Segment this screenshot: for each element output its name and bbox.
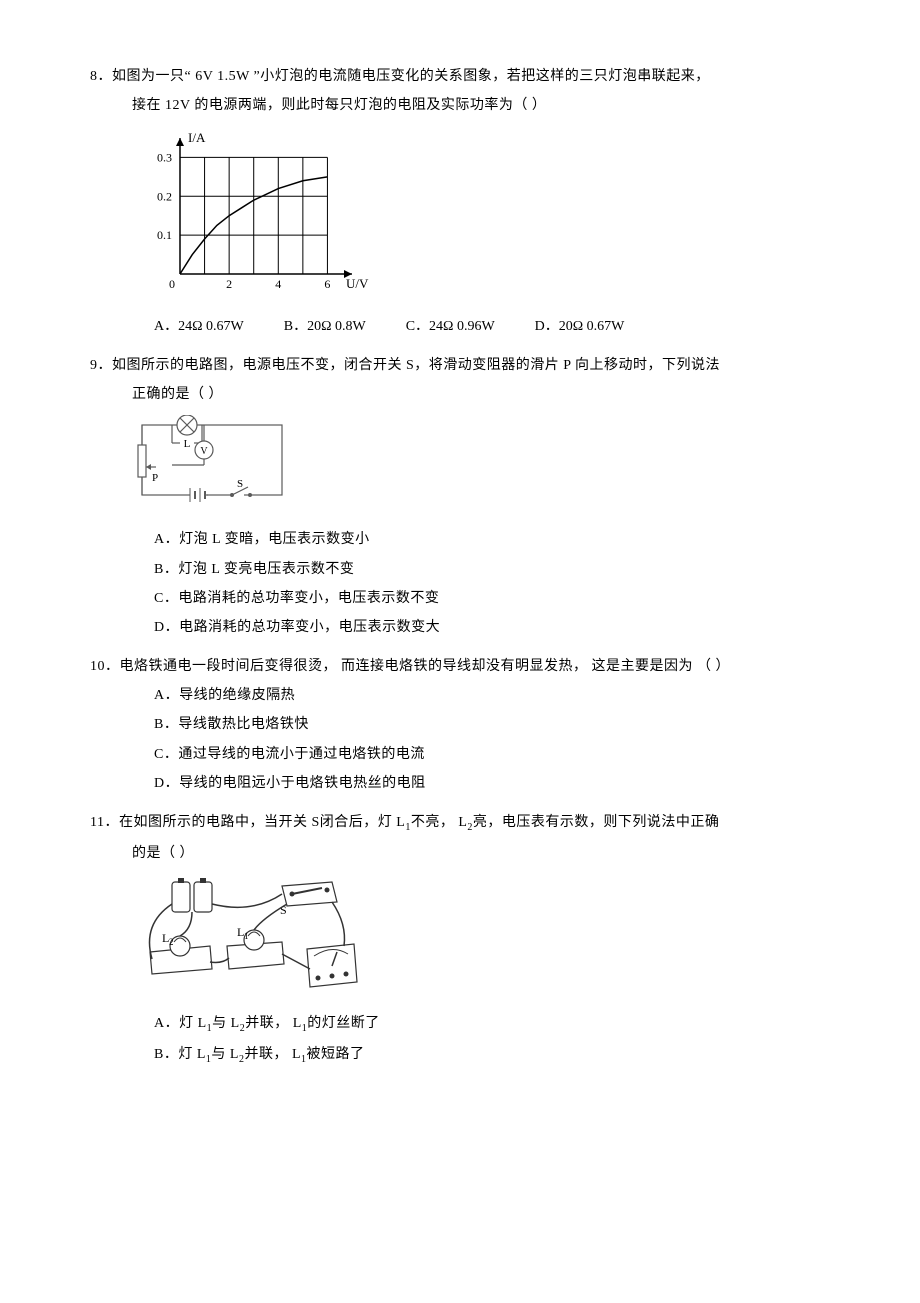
question-11: 11．在如图所示的电路中，当开关 S闭合后，灯 L 1 不亮， L 2 亮，电压表有示数… [90, 810, 830, 1069]
q9-opt-b: B．灯泡 L 变亮电压表示数不变 [90, 557, 830, 582]
svg-text:0.3: 0.3 [157, 151, 172, 165]
svg-text:L: L [184, 438, 191, 450]
q11-line2: 的是（ ） [90, 841, 830, 866]
svg-text:I/A: I/A [188, 130, 206, 145]
q9-opt-a: A．灯泡 L 变暗，电压表示数变小 [90, 527, 830, 552]
q11-photo: SL2L1 [132, 874, 830, 1003]
circuit-photo: SL2L1 [132, 874, 362, 994]
q10-number: 10． [90, 659, 120, 674]
q11b-t3: 并联， L [244, 1047, 301, 1062]
q11-line1: 11．在如图所示的电路中，当开关 S闭合后，灯 L1不亮， L2亮，电压表有示数… [90, 810, 830, 837]
q10-line1: 10．电烙铁通电一段时间后变得很烫， 而连接电烙铁的导线却没有明显发热， 这是主… [90, 654, 830, 679]
q8-text1: 如图为一只“ 6V 1.5W ”小灯泡的电流随电压变化的关系图象，若把这样的三只… [112, 69, 710, 84]
svg-text:0.1: 0.1 [157, 229, 172, 243]
svg-text:P: P [152, 472, 158, 484]
q8-options: A．24Ω 0.67W B．20Ω 0.8W C．24Ω 0.96W D．20Ω… [90, 314, 830, 339]
svg-text:S: S [237, 478, 243, 490]
iv-curve-chart: 2 4 6 0 0.1 0.2 0.3 I/A U/V [132, 126, 392, 296]
q11-number: 11． [90, 815, 119, 830]
svg-text:V: V [200, 446, 208, 457]
svg-text:0.2: 0.2 [157, 190, 172, 204]
circuit-diagram: LV P S [132, 415, 292, 510]
q8-line1: 8．如图为一只“ 6V 1.5W ”小灯泡的电流随电压变化的关系图象，若把这样的… [90, 64, 830, 89]
q11a-t3: 并联， L [245, 1016, 302, 1031]
q8-line2: 接在 12V 的电源两端，则此时每只灯泡的电阻及实际功率为（ ） [90, 93, 830, 118]
svg-text:2: 2 [226, 277, 232, 291]
q11-t3: 亮，电压表有示数，则下列说法中正确 [473, 815, 720, 830]
q9-line2: 正确的是（ ） [90, 382, 830, 407]
q8-number: 8． [90, 69, 112, 84]
q9-opt-d: D．电路消耗的总功率变小，电压表示数变大 [90, 615, 830, 640]
q9-opt-c: C．电路消耗的总功率变小，电压表示数不变 [90, 586, 830, 611]
q11b-t4: 被短路了 [307, 1047, 365, 1062]
q9-number: 9． [90, 358, 112, 373]
svg-text:2: 2 [169, 937, 174, 947]
q11a-t4: 的灯丝断了 [307, 1016, 380, 1031]
svg-text:6: 6 [324, 277, 330, 291]
q11-opt-a: A．灯 L1与 L2并联， L1的灯丝断了 [90, 1011, 830, 1038]
q10-opt-d: D．导线的电阻远小于电烙铁电热丝的电阻 [90, 771, 830, 796]
q10-text1: 电烙铁通电一段时间后变得很烫， 而连接电烙铁的导线却没有明显发热， 这是主要是因… [120, 659, 731, 674]
q8-opt-d: D．20Ω 0.67W [535, 314, 625, 339]
question-10: 10．电烙铁通电一段时间后变得很烫， 而连接电烙铁的导线却没有明显发热， 这是主… [90, 654, 830, 796]
q10-opt-a: A．导线的绝缘皮隔热 [90, 683, 830, 708]
q10-opt-c: C．通过导线的电流小于通过电烙铁的电流 [90, 742, 830, 767]
q8-opt-a: A．24Ω 0.67W [154, 314, 244, 339]
q9-circuit: LV P S [132, 415, 830, 519]
svg-text:1: 1 [244, 931, 249, 941]
svg-text:4: 4 [275, 277, 281, 291]
q11b-t1: B．灯 L [154, 1047, 206, 1062]
q8-opt-c: C．24Ω 0.96W [406, 314, 495, 339]
svg-text:0: 0 [169, 277, 175, 291]
q11a-t2: 与 L [212, 1016, 240, 1031]
q9-line1: 9．如图所示的电路图，电源电压不变，闭合开关 S，将滑动变阻器的滑片 P 向上移… [90, 353, 830, 378]
svg-text:U/V: U/V [346, 276, 369, 291]
q11-t1: 在如图所示的电路中，当开关 S闭合后，灯 L [119, 815, 405, 830]
question-9: 9．如图所示的电路图，电源电压不变，闭合开关 S，将滑动变阻器的滑片 P 向上移… [90, 353, 830, 640]
q11-opt-b: B．灯 L1与 L2并联， L1被短路了 [90, 1042, 830, 1069]
q8-opt-b: B．20Ω 0.8W [284, 314, 366, 339]
q9-text1: 如图所示的电路图，电源电压不变，闭合开关 S，将滑动变阻器的滑片 P 向上移动时… [112, 358, 720, 373]
q11a-t1: A．灯 L [154, 1016, 207, 1031]
q11-t2: 不亮， L [411, 815, 468, 830]
q10-opt-b: B．导线散热比电烙铁快 [90, 712, 830, 737]
q8-chart: 2 4 6 0 0.1 0.2 0.3 I/A U/V [132, 126, 830, 305]
q11b-t2: 与 L [211, 1047, 239, 1062]
question-8: 8．如图为一只“ 6V 1.5W ”小灯泡的电流随电压变化的关系图象，若把这样的… [90, 64, 830, 339]
